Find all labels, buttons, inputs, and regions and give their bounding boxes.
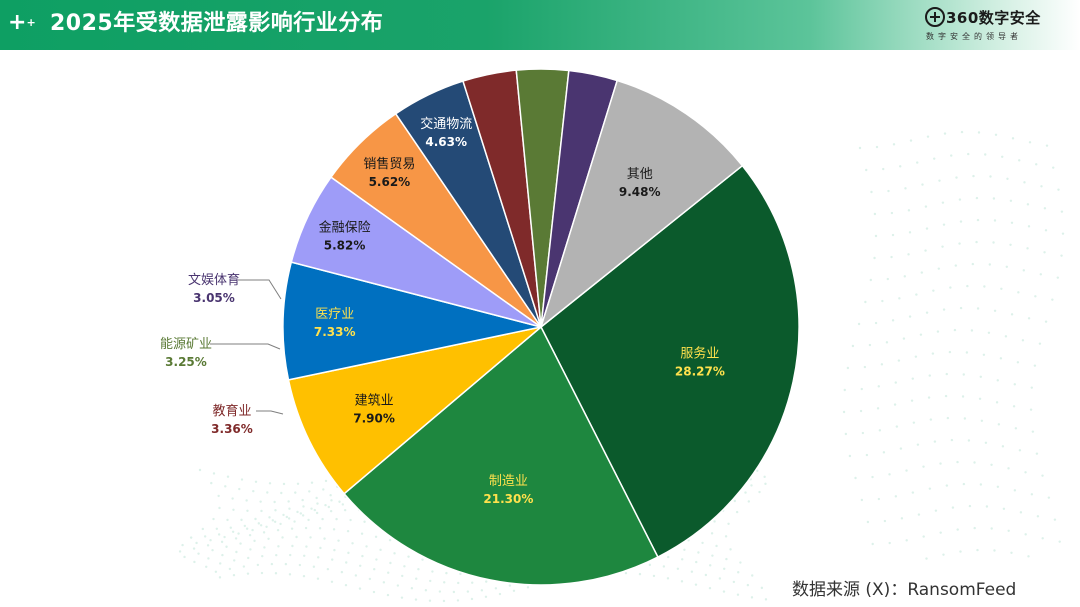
slice-value-construction: 7.90% (353, 412, 395, 426)
slice-value-other: 9.48% (619, 185, 661, 199)
slice-label-entertainment-sports: 文娱体育 (188, 272, 240, 288)
slice-value-finance-insurance: 5.82% (324, 238, 366, 252)
slice-value-healthcare: 7.33% (314, 325, 356, 339)
slice-value-services: 28.27% (675, 364, 725, 378)
data-source-note: 数据来源 (X)：RansomFeed (792, 580, 1017, 600)
slice-value-manufacturing: 21.30% (483, 492, 533, 506)
slice-label-transport-logistics: 交通物流 (420, 116, 472, 132)
slice-label-services: 服务业 (680, 345, 719, 361)
slice-label-education: 教育业 (212, 403, 251, 419)
slice-label-retail-trade: 销售贸易 (363, 156, 415, 172)
pie-slice-other (539, 79, 744, 330)
header-bar: ++ 2025年受数据泄露影响行业分布 360数字安全 数字安全的领导者 (0, 0, 1080, 50)
leader-line-education (256, 410, 284, 415)
pie-slice-healthcare (282, 261, 542, 381)
slice-value-education: 3.36% (211, 422, 253, 436)
slice-label-healthcare: 医疗业 (315, 307, 354, 322)
slice-label-finance-insurance: 金融保险 (319, 219, 371, 235)
page-title: 2025年受数据泄露影响行业分布 (50, 11, 384, 36)
shield-plus-icon (925, 7, 945, 27)
pie-slice-services (540, 164, 800, 559)
leader-line-entertainment-sports (238, 279, 282, 300)
slice-label-other: 其他 (627, 167, 653, 182)
plus-icon: ++ (8, 10, 36, 35)
leader-line-energy-mining (210, 343, 281, 350)
logo-slogan: 数字安全的领导者 (926, 32, 1022, 41)
slice-label-construction: 建筑业 (355, 393, 394, 409)
logo-name: 360数字安全 (946, 9, 1041, 27)
slice-value-entertainment-sports: 3.05% (193, 291, 235, 305)
slice-value-retail-trade: 5.62% (369, 175, 411, 189)
pie-slice-manufacturing (343, 325, 659, 586)
slice-value-energy-mining: 3.25% (165, 355, 207, 369)
brand-logo: 360数字安全 数字安全的领导者 (924, 6, 1064, 46)
pie-slice-construction (287, 326, 542, 495)
slice-value-transport-logistics: 4.63% (425, 135, 467, 149)
slice-label-manufacturing: 制造业 (489, 474, 528, 489)
slice-label-energy-mining: 能源矿业 (160, 337, 212, 352)
